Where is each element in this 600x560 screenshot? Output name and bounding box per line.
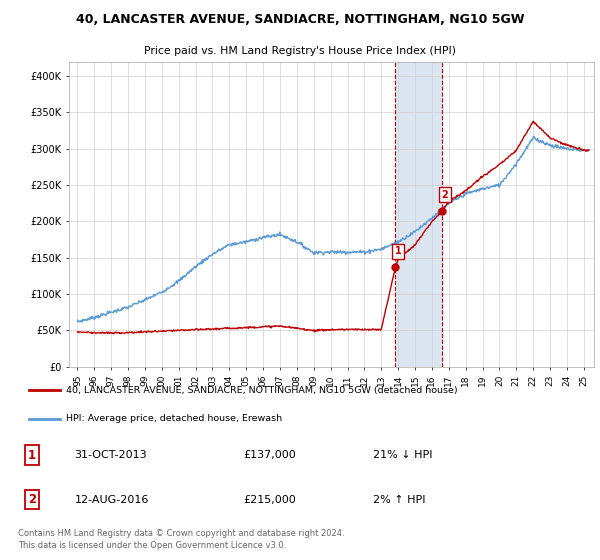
Text: 12-AUG-2016: 12-AUG-2016 xyxy=(74,494,149,505)
Text: £215,000: £215,000 xyxy=(244,494,296,505)
Text: 40, LANCASTER AVENUE, SANDIACRE, NOTTINGHAM, NG10 5GW: 40, LANCASTER AVENUE, SANDIACRE, NOTTING… xyxy=(76,13,524,26)
Text: 21% ↓ HPI: 21% ↓ HPI xyxy=(373,450,433,460)
Text: 2: 2 xyxy=(28,493,36,506)
Text: 2: 2 xyxy=(442,190,448,199)
Text: £137,000: £137,000 xyxy=(244,450,296,460)
Text: Price paid vs. HM Land Registry's House Price Index (HPI): Price paid vs. HM Land Registry's House … xyxy=(144,46,456,56)
Bar xyxy=(395,62,442,367)
Text: 2% ↑ HPI: 2% ↑ HPI xyxy=(373,494,426,505)
Text: 31-OCT-2013: 31-OCT-2013 xyxy=(74,450,147,460)
Text: 1: 1 xyxy=(28,449,36,462)
Text: Contains HM Land Registry data © Crown copyright and database right 2024.
This d: Contains HM Land Registry data © Crown c… xyxy=(18,529,344,550)
Text: HPI: Average price, detached house, Erewash: HPI: Average price, detached house, Erew… xyxy=(66,414,282,423)
Text: 1: 1 xyxy=(394,246,401,256)
Text: 40, LANCASTER AVENUE, SANDIACRE, NOTTINGHAM, NG10 5GW (detached house): 40, LANCASTER AVENUE, SANDIACRE, NOTTING… xyxy=(66,386,458,395)
